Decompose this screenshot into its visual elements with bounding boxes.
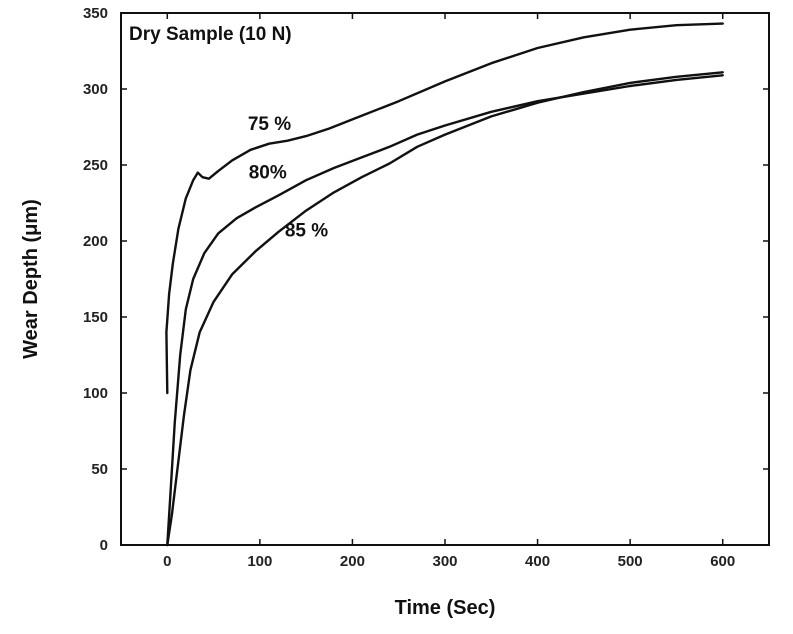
y-tick-label: 150 [83, 309, 108, 326]
series-labels: 75 % 80% 85 % [248, 114, 328, 241]
series-label: 75 % [248, 114, 291, 135]
series-label: 85 % [285, 220, 328, 241]
x-tick-label: 600 [710, 553, 735, 570]
x-tick-label: 300 [432, 553, 457, 570]
x-tick-label: 200 [340, 553, 365, 570]
y-tick-label: 200 [83, 233, 108, 250]
plot-frame [120, 12, 770, 546]
series-line-1 [165, 22, 724, 395]
x-tick-label: 500 [618, 553, 643, 570]
series-label: 80% [249, 163, 287, 184]
x-axis-title: Time (Sec) [395, 597, 496, 619]
axis-ticks: 0 100 200 300 400 500 600 0 50 100 150 200 250 300 350 [83, 5, 769, 570]
chart-title: Dry Sample (10 N) [129, 24, 292, 45]
y-tick-label: 0 [100, 537, 108, 554]
y-tick-label: 100 [83, 385, 108, 402]
y-tick-label: 50 [91, 461, 108, 478]
series-line-2 [166, 74, 724, 547]
y-axis-title: Wear Depth (μm) [20, 199, 42, 359]
series-line-3 [166, 71, 724, 547]
y-tick-label: 350 [83, 5, 108, 22]
x-tick-label: 0 [163, 553, 171, 570]
x-tick-label: 400 [525, 553, 550, 570]
y-tick-label: 250 [83, 157, 108, 174]
y-tick-label: 300 [83, 81, 108, 98]
series-group [165, 22, 724, 547]
x-tick-label: 100 [247, 553, 272, 570]
